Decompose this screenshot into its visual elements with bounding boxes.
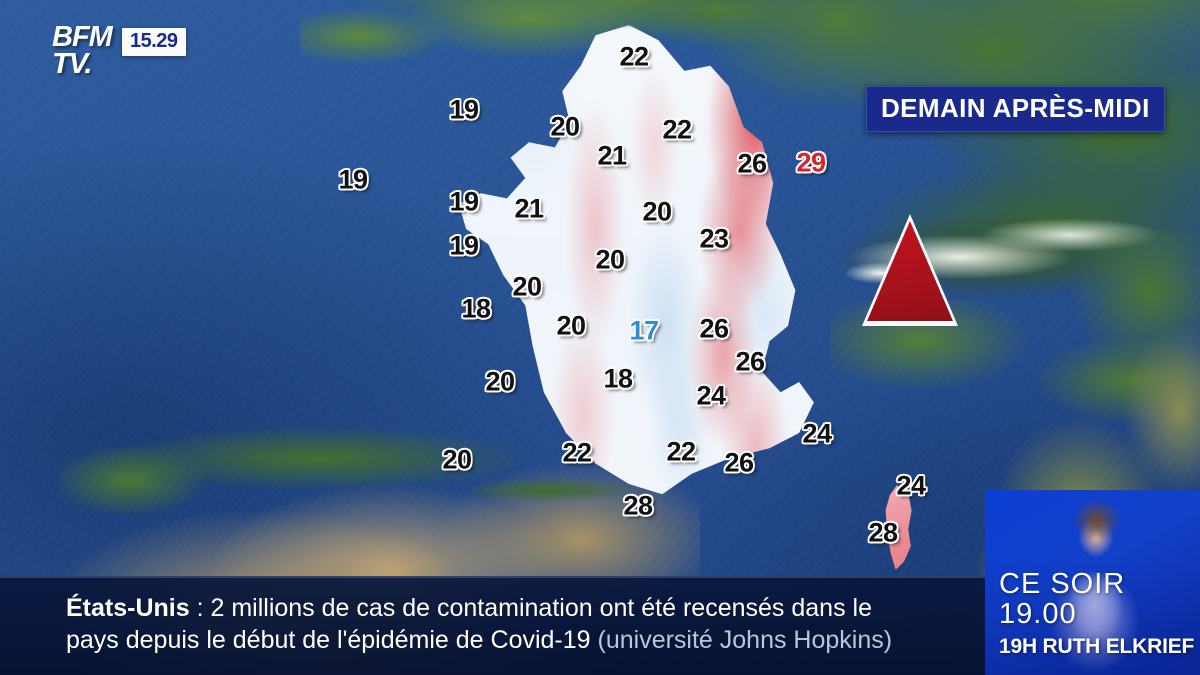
temperature-label: 17 xyxy=(629,315,659,346)
presenter-avatar xyxy=(1021,490,1171,672)
temperature-label: 24 xyxy=(802,418,832,449)
promo-gradient-overlay xyxy=(985,490,1200,675)
temperature-label: 26 xyxy=(735,346,765,377)
ticker-line-2: pays depuis le début de l'épidémie de Co… xyxy=(66,624,985,656)
temperature-label: 20 xyxy=(556,310,586,341)
temperature-label: 22 xyxy=(662,114,692,145)
temperature-label: 24 xyxy=(896,470,926,501)
temperature-label: 22 xyxy=(562,437,592,468)
temperature-label: 19 xyxy=(449,230,479,261)
clock-badge: 15.29 xyxy=(122,28,186,56)
temperature-label: 19 xyxy=(449,186,479,217)
temperature-label: 26 xyxy=(724,447,754,478)
temperature-label: 21 xyxy=(514,193,544,224)
promo-label-show: 19H RUTH ELKRIEF xyxy=(999,635,1195,658)
ticker-line-1: États-Unis : 2 millions de cas de contam… xyxy=(66,592,985,624)
ticker-text-block: États-Unis : 2 millions de cas de contam… xyxy=(66,592,985,656)
temperature-label: 20 xyxy=(485,366,515,397)
temperature-label: 24 xyxy=(696,380,726,411)
landmass-balkans xyxy=(1030,230,1200,490)
promo-label-tonight: CE SOIR xyxy=(999,568,1126,600)
temperature-label: 20 xyxy=(642,196,672,227)
temperature-label: 19 xyxy=(338,164,368,195)
temperature-label: 23 xyxy=(699,223,729,254)
alps-triangle-icon xyxy=(862,214,958,326)
temperature-label: 20 xyxy=(550,111,580,142)
temperature-label: 20 xyxy=(595,244,625,275)
temperature-label: 22 xyxy=(666,436,696,467)
temperature-label: 26 xyxy=(699,313,729,344)
temperature-label: 19 xyxy=(449,94,479,125)
ticker-country: États-Unis xyxy=(66,594,190,622)
ticker-headline-part-1: 2 millions de cas de contamination ont é… xyxy=(210,594,872,622)
temperature-label: 29 xyxy=(796,147,826,178)
temperature-label: 21 xyxy=(597,140,627,171)
temperature-label: 28 xyxy=(868,517,898,548)
programme-promo-card[interactable]: CE SOIR 19.00 19H RUTH ELKRIEF xyxy=(985,490,1200,675)
promo-label-time: 19.00 xyxy=(999,598,1077,630)
temperature-label: 18 xyxy=(461,293,491,324)
logo-line-tv: TV. xyxy=(52,48,92,81)
ticker-headline-part-2: pays depuis le début de l'épidémie de Co… xyxy=(66,626,591,654)
temperature-label: 26 xyxy=(737,148,767,179)
temperature-label: 20 xyxy=(512,271,542,302)
ticker-source: (université Johns Hopkins) xyxy=(590,626,893,654)
channel-logo: BFM TV. xyxy=(52,21,113,81)
ticker-separator: : xyxy=(189,594,211,622)
temperature-label: 28 xyxy=(623,490,653,521)
forecast-period-banner: DEMAIN APRÈS-MIDI xyxy=(866,86,1165,132)
logo-line-bfm: BFM xyxy=(52,21,113,53)
temperature-label: 20 xyxy=(442,444,472,475)
alps-triangle-fill xyxy=(867,221,953,321)
temperature-label: 18 xyxy=(603,363,633,394)
temperature-label: 22 xyxy=(619,41,649,72)
